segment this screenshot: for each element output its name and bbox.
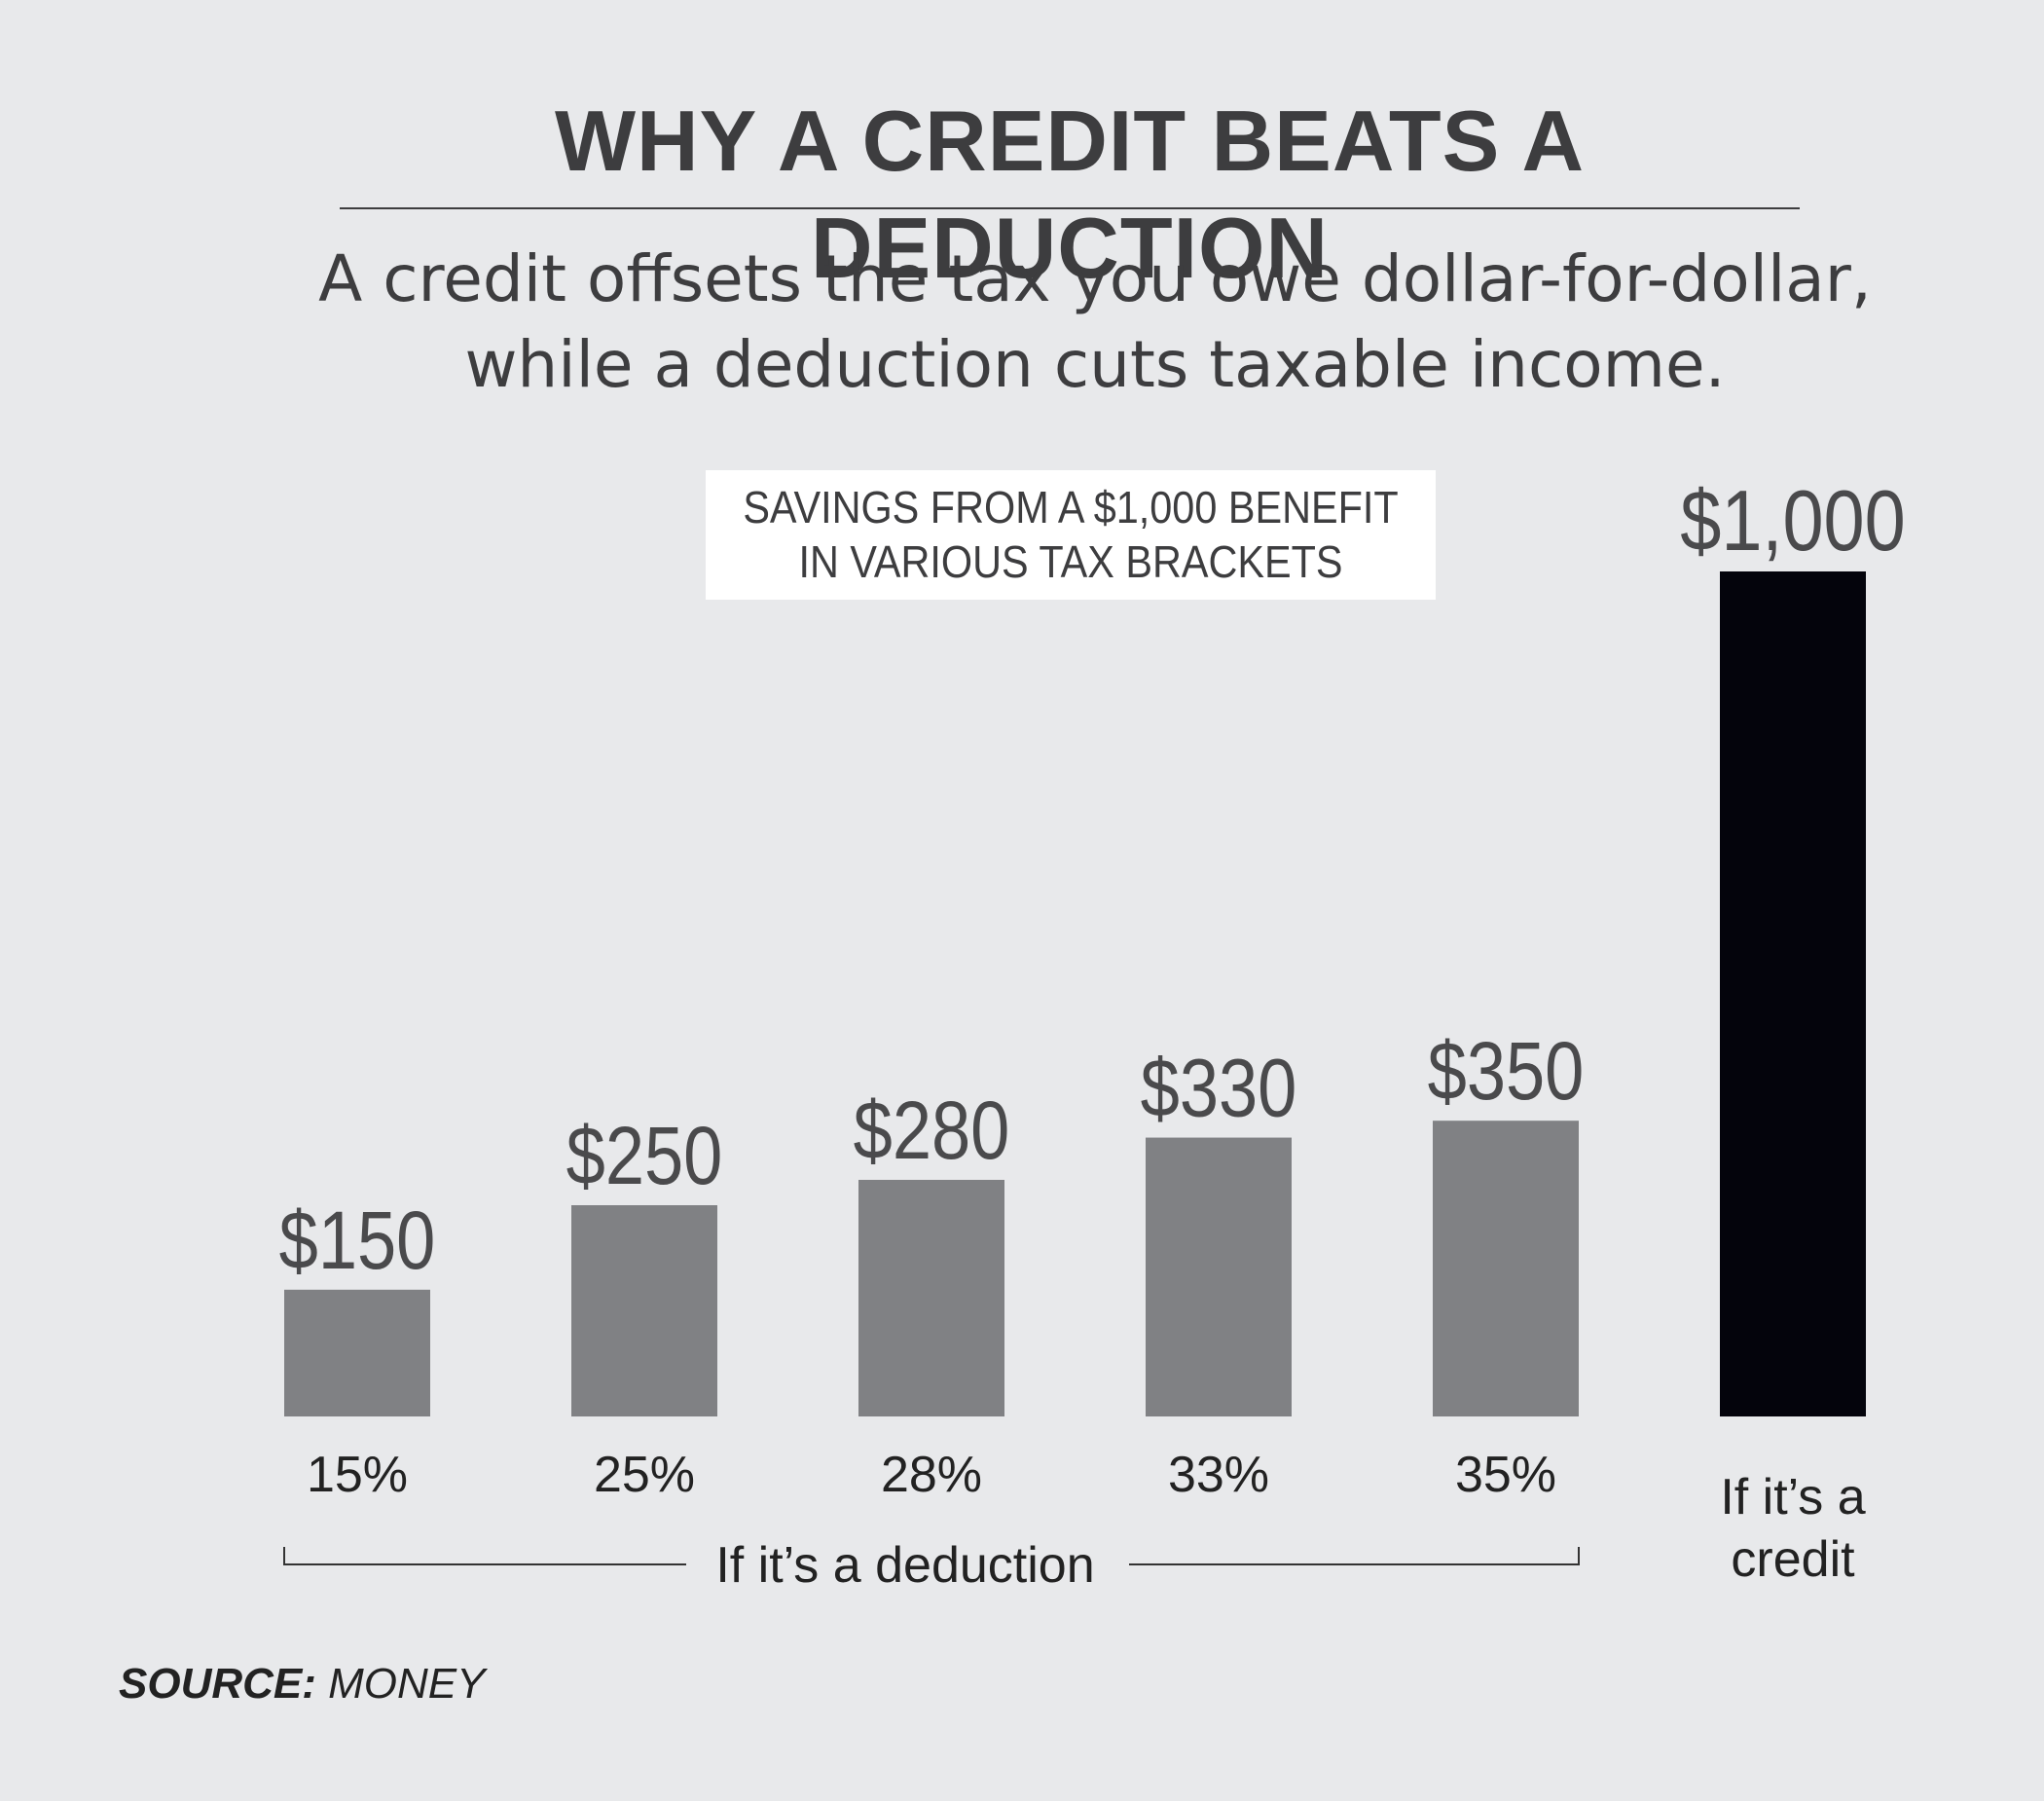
value-label-4: $350 <box>1428 1025 1585 1117</box>
source-value: MONEY <box>328 1660 486 1708</box>
page-title: WHY A CREDIT BEATS A DEDUCTION <box>554 92 1586 296</box>
chart-label-line-2: IN VARIOUS TAX BRACKETS <box>798 536 1343 587</box>
deduction-bracket: If it’s a deduction <box>283 1537 1580 1594</box>
subtitle-line-2: while a deduction cuts taxable income. <box>464 327 1726 402</box>
bars-layer <box>284 571 1866 1416</box>
title-divider <box>340 207 1800 209</box>
subtitle: A credit offsets the tax you owe dollar-… <box>146 237 2044 408</box>
value-label-0: $150 <box>279 1195 436 1286</box>
category-labels-layer: 15% 25% 28% 33% 35% If it’s a credit <box>307 1447 1866 1588</box>
category-label-5-line-1: credit <box>1731 1531 1855 1588</box>
chart-label-box: SAVINGS FROM A $1,000 BENEFIT IN VARIOUS… <box>706 470 1436 600</box>
bracket-left <box>283 1547 686 1565</box>
category-label-3: 33% <box>1168 1447 1269 1503</box>
bar-4 <box>1433 1121 1579 1416</box>
source-note: SOURCE: MONEY <box>119 1660 486 1709</box>
value-label-2: $280 <box>854 1084 1010 1176</box>
category-label-2: 28% <box>881 1447 982 1503</box>
category-label-4: 35% <box>1455 1447 1556 1503</box>
value-label-5: $1,000 <box>1680 474 1905 570</box>
category-label-0: 15% <box>307 1447 408 1503</box>
value-label-1: $250 <box>566 1110 723 1201</box>
source-label: SOURCE: <box>119 1660 316 1708</box>
bracket-right <box>1129 1547 1580 1565</box>
bar-5 <box>1720 571 1866 1416</box>
group-label-deduction: If it’s a deduction <box>715 1537 1094 1594</box>
bar-3 <box>1146 1137 1292 1416</box>
chart-label-line-1: SAVINGS FROM A $1,000 BENEFIT <box>743 482 1399 533</box>
value-label-3: $330 <box>1141 1042 1297 1133</box>
value-labels-layer: $150 $250 $280 $330 $350 $1,000 <box>279 474 1906 1286</box>
bar-0 <box>284 1289 430 1416</box>
bar-1 <box>571 1205 717 1416</box>
bar-2 <box>858 1179 1004 1416</box>
category-label-5-line-0: If it’s a <box>1720 1469 1865 1525</box>
subtitle-line-1: A credit offsets the tax you owe dollar-… <box>318 241 1872 316</box>
category-label-1: 25% <box>594 1447 695 1503</box>
